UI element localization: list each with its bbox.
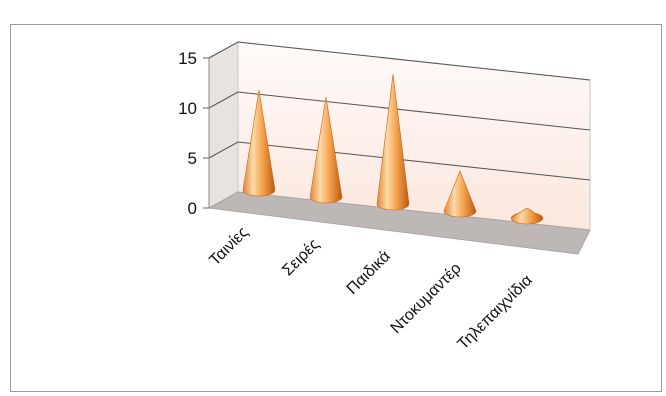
gridline <box>208 141 591 181</box>
category-label: Παιδικά <box>344 248 394 298</box>
y-tick-label: 5 <box>188 149 197 168</box>
category-label: Τηλεπαιχνίδια <box>455 272 536 353</box>
category-label: Σειρές <box>279 236 323 280</box>
cone-4 <box>510 207 544 225</box>
cone-body <box>242 89 276 197</box>
cone-1 <box>309 96 343 204</box>
cone-2 <box>376 73 410 211</box>
cone-body <box>510 207 544 225</box>
gridline <box>208 91 591 131</box>
cone-0 <box>242 89 276 197</box>
category-label: Ταινίες <box>206 224 252 270</box>
gridline <box>208 41 591 81</box>
side-wall <box>208 41 239 209</box>
category-label: Ντοκυμαντέρ <box>388 260 465 337</box>
y-tick-label: 15 <box>178 49 197 68</box>
y-tick-label: 10 <box>178 99 197 118</box>
floor <box>207 191 591 255</box>
cone-body <box>309 96 343 204</box>
cone-3 <box>443 170 477 218</box>
cone-body <box>443 170 477 218</box>
y-tick-label: 0 <box>188 199 197 218</box>
cone-body <box>376 73 410 211</box>
